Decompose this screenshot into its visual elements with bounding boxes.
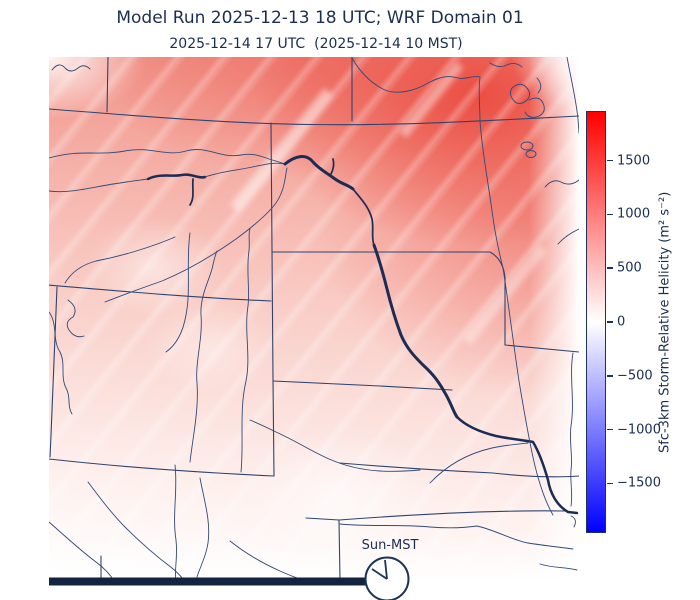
border-nd-sd — [271, 251, 506, 346]
border-ne-south — [305, 510, 566, 521]
lake-arm — [189, 178, 194, 206]
colorbar — [586, 111, 606, 533]
river — [165, 232, 191, 353]
border-mt-wy — [49, 284, 272, 302]
river — [570, 515, 576, 528]
river-souris — [351, 57, 481, 93]
river-musselshell — [64, 236, 176, 284]
lake-devils — [509, 77, 545, 118]
river-big-sioux — [569, 352, 574, 507]
colorbar-tick-mark — [607, 213, 613, 216]
river-missouri — [204, 162, 286, 178]
helicity-field — [49, 57, 579, 581]
river — [544, 179, 579, 188]
river — [229, 540, 308, 581]
colorbar-tick-label: 0 — [617, 314, 626, 330]
colorbar-tick-mark — [607, 375, 613, 377]
map-canvas — [49, 57, 579, 581]
colorbar-ticks: 1500 1000 500 0 −500 −1000 −1500 — [607, 111, 667, 533]
colorbar-tick-mark — [607, 267, 613, 269]
colorbar-tick-label: 1000 — [617, 206, 651, 222]
border-ab-sk — [106, 57, 109, 113]
colorbar-tick-label: −1000 — [617, 422, 661, 438]
border-canada — [49, 108, 579, 126]
border-bottom-v2 — [338, 519, 341, 581]
lake-fort-peck — [146, 173, 207, 181]
colorbar-tick-label: 1500 — [617, 153, 651, 169]
colorbar-tick-mark — [607, 159, 613, 162]
colorbar-tick-mark — [607, 321, 613, 323]
river-bighorn — [189, 250, 218, 463]
figure-title: Model Run 2025-12-13 18 UTC; WRF Domain … — [116, 8, 524, 28]
border-mt-east — [270, 122, 275, 477]
colorbar-tick-label: −1500 — [617, 475, 661, 491]
river-james — [478, 76, 554, 516]
colorbar-tick-mark — [607, 428, 613, 431]
river-missouri-lower — [455, 415, 579, 515]
river-missouri-upper — [49, 178, 149, 193]
river — [49, 311, 73, 415]
small-lake — [525, 150, 537, 158]
river-milk — [49, 149, 286, 165]
lake-sakakawea — [283, 155, 355, 191]
river-white — [429, 442, 529, 484]
clock-timezone-label: Sun-MST — [361, 538, 419, 553]
lake-oahe — [372, 243, 459, 419]
river-red — [566, 57, 579, 134]
river — [196, 477, 210, 578]
river — [51, 64, 91, 72]
river-missouri — [352, 188, 375, 246]
border-ne-north — [339, 462, 579, 478]
river — [539, 563, 578, 571]
river-niobrara — [339, 523, 574, 550]
border-sd-ne — [272, 380, 453, 391]
river-yellowstone — [104, 167, 288, 303]
river-north-platte — [87, 481, 185, 581]
colorbar-tick-label: 500 — [617, 260, 642, 276]
lake-arm — [330, 158, 335, 175]
colorbar-tick-label: −500 — [617, 368, 653, 384]
river — [174, 464, 178, 581]
river — [557, 228, 579, 245]
river — [489, 62, 523, 68]
river — [66, 299, 85, 338]
small-lake — [520, 141, 534, 151]
river-cheyenne — [249, 419, 421, 472]
figure-subtitle: 2025-12-14 17 UTC (2025-12-14 10 MST) — [169, 36, 463, 52]
border-east-mid — [504, 344, 579, 353]
colorbar-label: Sfc-3km Storm-Relative Helicity (m² s⁻²) — [657, 191, 673, 453]
map-lines — [49, 57, 579, 581]
river-powder — [240, 228, 251, 473]
border-wy-west — [49, 286, 58, 458]
border-south — [49, 458, 275, 477]
colorbar-tick-mark — [607, 482, 613, 485]
river — [49, 521, 115, 581]
